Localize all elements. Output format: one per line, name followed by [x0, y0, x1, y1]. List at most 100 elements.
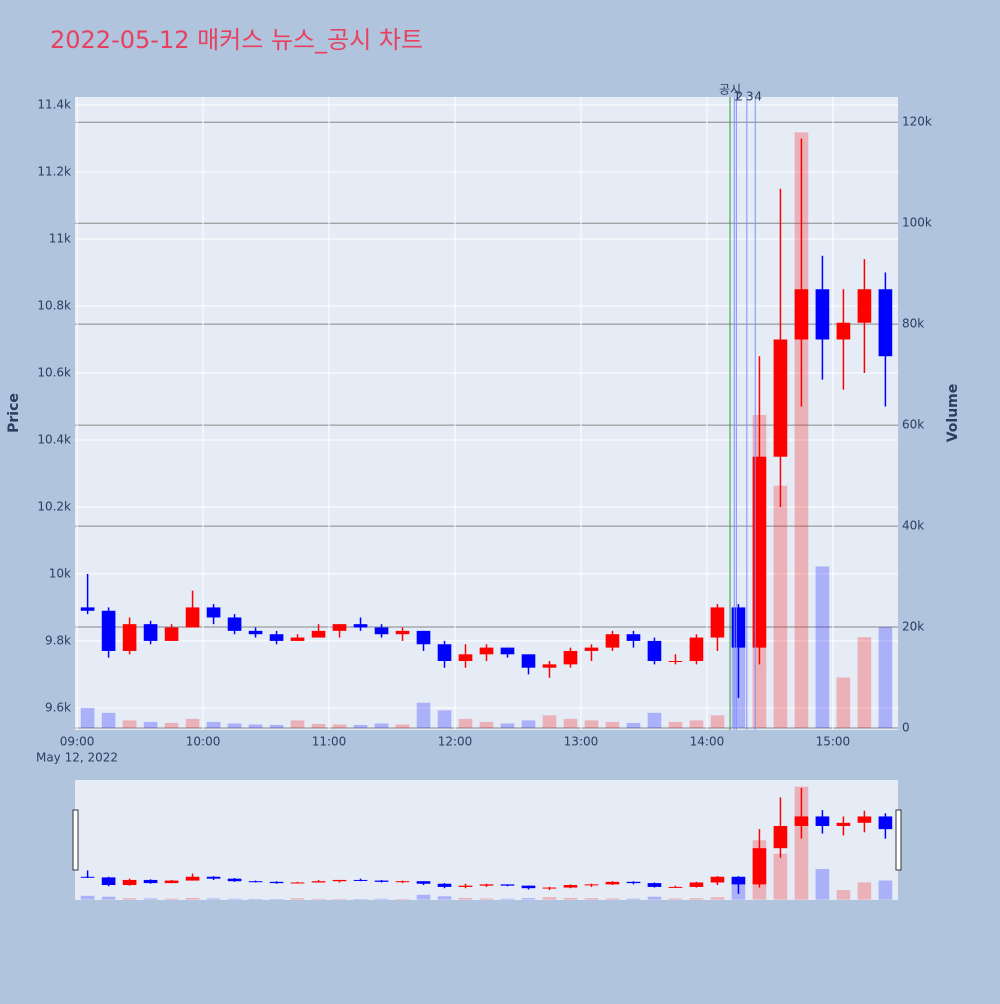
volume-bar	[584, 898, 599, 900]
y2-tick-label: 80k	[902, 317, 924, 331]
candle-body	[710, 607, 725, 638]
y2-tick-label: 0	[902, 720, 910, 734]
candle-body	[857, 816, 872, 823]
candle-body	[395, 630, 410, 635]
volume-bar	[836, 677, 851, 728]
candle-body	[605, 881, 620, 885]
volume-bar	[521, 720, 536, 728]
candle-body	[626, 881, 641, 884]
candle-body	[563, 650, 578, 665]
candle-body	[731, 876, 746, 885]
candle-body	[248, 630, 263, 635]
slider-handle[interactable]	[895, 809, 902, 871]
annotation-label: 1	[733, 90, 741, 104]
candle-body	[878, 289, 893, 357]
volume-bar	[605, 721, 620, 728]
candle-body	[206, 876, 221, 879]
candle-body	[458, 885, 473, 887]
volume-bar	[101, 712, 116, 728]
candle-body	[227, 878, 242, 882]
volume-bar	[353, 899, 368, 900]
volume-bar	[290, 720, 305, 728]
volume-bar	[332, 898, 347, 900]
candle-body	[311, 881, 326, 883]
annotation-label: 공시	[719, 83, 741, 97]
volume-bar	[647, 712, 662, 728]
volume-bar	[773, 853, 788, 900]
candle-body	[269, 634, 284, 641]
candle-body	[773, 339, 788, 457]
candle-body	[374, 627, 389, 635]
candle-body	[416, 630, 431, 645]
volume-bar	[311, 898, 326, 900]
y-tick-label: 10.4k	[37, 432, 71, 446]
candle-body	[542, 664, 557, 668]
annotation-label: 4	[754, 90, 762, 104]
candle-body	[857, 289, 872, 323]
candle-body	[668, 661, 683, 663]
candle-body	[584, 884, 599, 886]
candle-body	[815, 816, 830, 826]
y-tick-label: 11.4k	[37, 98, 71, 112]
candle-body	[332, 879, 347, 882]
volume-bar	[479, 898, 494, 900]
volume-bar	[332, 724, 347, 728]
volume-bar	[710, 715, 725, 728]
candle-body	[332, 624, 347, 631]
candle-body	[689, 637, 704, 662]
volume-bar	[815, 566, 830, 728]
candle-body	[353, 624, 368, 628]
y-tick-label: 10.2k	[37, 499, 71, 513]
volume-bar	[500, 723, 515, 728]
volume-bar	[668, 721, 683, 728]
volume-bar	[647, 896, 662, 900]
candle-body	[542, 887, 557, 889]
y2-tick-label: 120k	[902, 115, 932, 129]
volume-bar	[773, 485, 788, 728]
volume-bar	[479, 721, 494, 728]
volume-bar	[521, 898, 536, 900]
volume-bar	[374, 723, 389, 728]
volume-bar	[710, 897, 725, 900]
volume-bar	[878, 880, 893, 900]
candle-body	[521, 885, 536, 889]
y-tick-label: 11.2k	[37, 165, 71, 179]
candle-body	[80, 876, 95, 878]
volume-bar	[395, 724, 410, 728]
volume-bar	[269, 899, 284, 900]
candle-body	[164, 880, 179, 884]
volume-bar	[836, 890, 851, 900]
volume-bar	[857, 637, 872, 728]
y-tick-label: 9.8k	[45, 633, 71, 647]
y2-axis-title: Volume	[945, 384, 961, 443]
candle-body	[773, 825, 788, 849]
volume-bar	[143, 721, 158, 728]
candle-body	[836, 322, 851, 340]
volume-bar	[164, 898, 179, 900]
candle-body	[101, 877, 116, 886]
candle-body	[563, 885, 578, 888]
volume-bar	[416, 894, 431, 900]
volume-bar	[437, 896, 452, 900]
volume-bar	[290, 898, 305, 900]
x-tick-label: 13:00	[564, 735, 599, 749]
volume-bar	[206, 721, 221, 728]
volume-bar	[395, 898, 410, 900]
volume-bar	[80, 895, 95, 900]
y-tick-label: 9.6k	[45, 700, 71, 714]
x-tick-label: 14:00	[690, 735, 725, 749]
volume-bar	[458, 718, 473, 728]
volume-bar	[626, 898, 641, 900]
volume-bar	[122, 898, 137, 900]
candle-body	[521, 654, 536, 668]
candle-body	[416, 881, 431, 884]
volume-bar	[689, 898, 704, 900]
volume-bar	[416, 702, 431, 728]
slider-handle[interactable]	[72, 809, 79, 871]
candle-body	[437, 644, 452, 662]
candle-body	[143, 879, 158, 884]
volume-bar	[311, 723, 326, 728]
y2-tick-label: 20k	[902, 620, 924, 634]
candle-body	[248, 881, 263, 883]
volume-bar	[374, 898, 389, 900]
